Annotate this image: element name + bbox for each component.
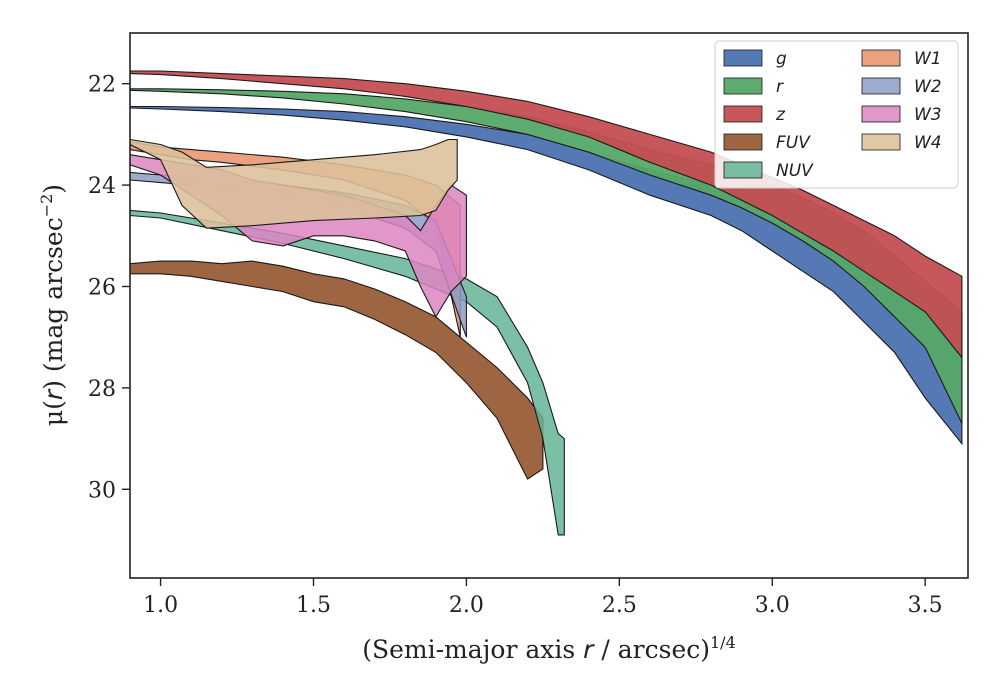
legend-label: NUV xyxy=(776,161,814,181)
band-w4 xyxy=(130,138,458,229)
legend-item-w1: W1 xyxy=(861,49,942,69)
profile-bands xyxy=(130,70,963,536)
legend-label: g xyxy=(776,49,787,69)
legend-label: r xyxy=(776,77,784,97)
legend-label: W1 xyxy=(914,49,942,69)
legend-item-w3: W3 xyxy=(861,105,942,125)
legend-swatch xyxy=(723,105,763,123)
y-tick-label: 24 xyxy=(88,174,116,199)
y-tick-label: 30 xyxy=(88,478,116,503)
legend: grz FUV NUV W1 W2 W3 W4 xyxy=(714,40,959,189)
y-tick-label: 28 xyxy=(88,377,116,402)
y-axis-ticks: 22 24 26 28 30 xyxy=(88,73,130,503)
x-tick-label: 2.0 xyxy=(449,593,484,618)
x-axis-ticks: 1.0 1.5 2.0 2.5 3.0 3.5 xyxy=(143,578,943,618)
legend-swatch xyxy=(861,105,901,123)
band-g xyxy=(130,105,963,446)
legend-item-fuv: FUV xyxy=(723,133,811,153)
band-z xyxy=(130,70,963,360)
x-tick-label: 3.0 xyxy=(755,593,790,618)
legend-item-nuv: NUV xyxy=(723,161,814,181)
legend-swatch xyxy=(861,133,901,151)
y-tick-label: 26 xyxy=(88,275,116,300)
plot-frame xyxy=(129,32,969,579)
legend-swatch xyxy=(723,133,763,151)
legend-swatch xyxy=(723,77,763,95)
legend-swatch xyxy=(723,161,763,179)
legend-item-w2: W2 xyxy=(861,77,942,97)
y-tick-label: 22 xyxy=(88,73,116,98)
legend-label: z xyxy=(775,105,786,125)
legend-item-z: z xyxy=(723,105,786,125)
legend-item-r: r xyxy=(723,77,784,97)
x-tick-label: 1.0 xyxy=(143,593,178,618)
legend-label: FUV xyxy=(776,133,811,153)
y-axis-label: μ(r) (mag arcsec−2) xyxy=(37,184,68,426)
legend-item-g: g xyxy=(723,49,787,69)
legend-swatch xyxy=(861,49,901,67)
band-fuv xyxy=(130,260,544,480)
x-tick-label: 1.5 xyxy=(296,593,331,618)
x-tick-label: 2.5 xyxy=(602,593,637,618)
x-tick-label: 3.5 xyxy=(908,593,943,618)
legend-swatch xyxy=(861,77,901,95)
legend-label: W2 xyxy=(914,77,942,97)
legend-swatch xyxy=(723,49,763,67)
legend-label: W4 xyxy=(914,133,942,153)
legend-label: W3 xyxy=(914,105,942,125)
legend-item-w4: W4 xyxy=(861,133,942,153)
x-axis-label: (Semi-major axis r / arcsec)1/4 xyxy=(362,633,736,664)
